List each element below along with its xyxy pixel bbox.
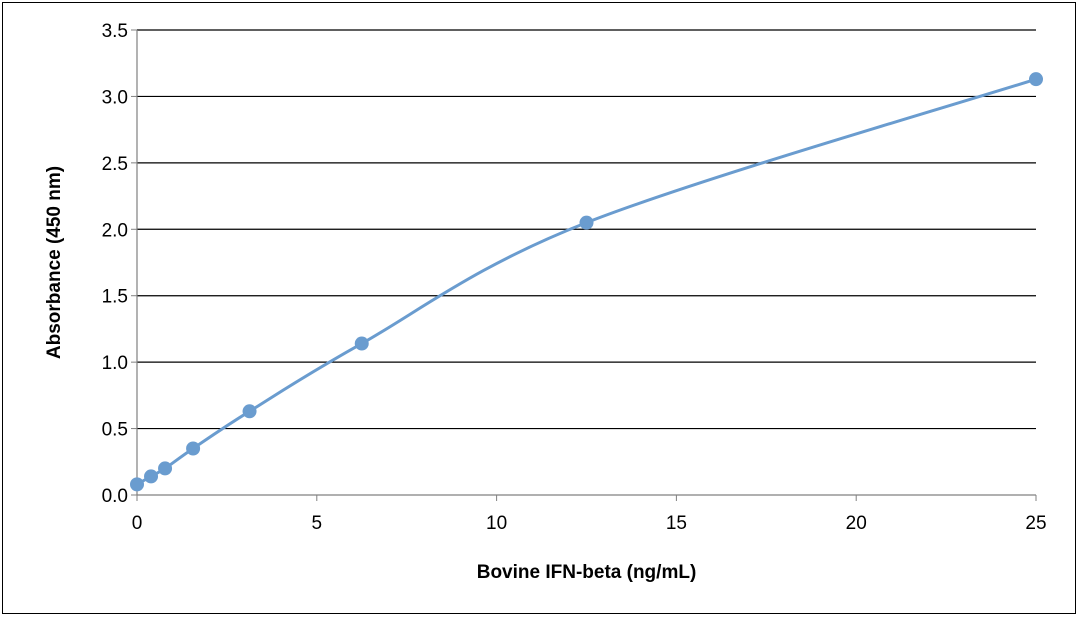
- y-tick-labels: 0.0 0.5 1.0 1.5 2.0 2.5 3.0 3.5: [102, 21, 128, 507]
- data-point: [158, 461, 173, 476]
- x-tick-label: 20: [846, 513, 867, 534]
- x-tick-label: 5: [312, 513, 323, 534]
- data-point: [130, 477, 144, 492]
- data-point: [186, 441, 201, 456]
- x-tick-label: 10: [486, 513, 507, 534]
- y-tick-label: 0.5: [102, 420, 128, 441]
- x-tick-label: 15: [666, 513, 687, 534]
- x-tick-label: 0: [132, 513, 143, 534]
- y-tick-label: 3.0: [102, 87, 128, 108]
- x-tick-label: 25: [1025, 513, 1046, 534]
- y-tick-label: 2.5: [102, 154, 128, 175]
- y-tick-label: 0.0: [102, 486, 128, 507]
- y-tick-label: 1.5: [102, 287, 128, 308]
- data-point: [242, 404, 257, 419]
- gridlines: [137, 29, 1036, 430]
- y-tick-label: 3.5: [102, 21, 128, 42]
- y-tick-label: 1.0: [102, 353, 128, 374]
- data-point: [354, 336, 369, 351]
- y-axis-title: Absorbance (450 nm): [44, 166, 65, 359]
- series-line: [136, 77, 1037, 486]
- x-axis-title: Bovine IFN-beta (ng/mL): [477, 562, 697, 583]
- data-point: [579, 215, 594, 230]
- data-point: [144, 469, 159, 484]
- y-tick-label: 2.0: [102, 220, 128, 241]
- x-tick-labels: 0 5 10 15 20 25: [132, 513, 1047, 534]
- axes: [131, 29, 1037, 501]
- data-point: [1029, 72, 1043, 87]
- data-points: [130, 72, 1043, 492]
